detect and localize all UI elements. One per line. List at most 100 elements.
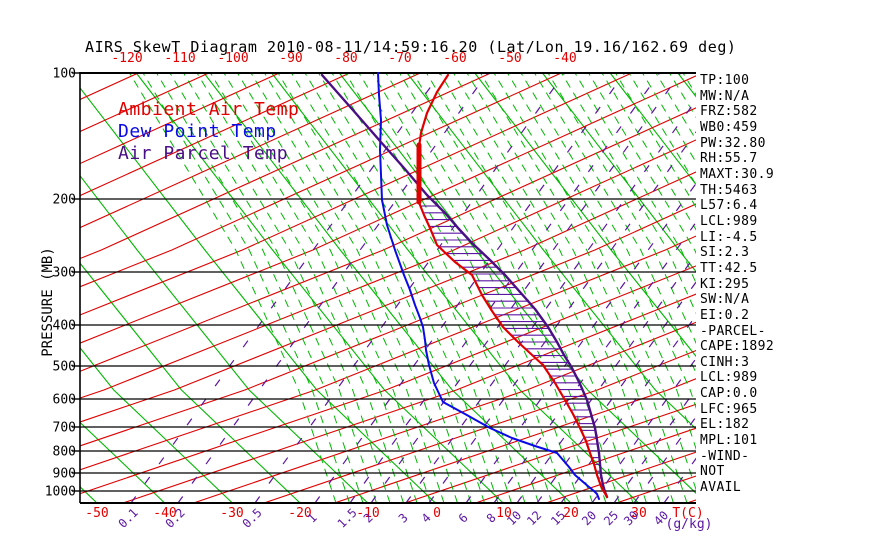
- moist-adiabat-gridline: [318, 72, 526, 503]
- stat-line: TP:100: [700, 73, 750, 88]
- stat-line: TT:42.5: [700, 260, 758, 276]
- stat-line: CAP:0.0: [700, 386, 758, 402]
- stat-line: CAPE:1892: [700, 339, 775, 355]
- moist-adiabat-gridline: [210, 72, 418, 503]
- moist-adiabat-gridline: [345, 72, 553, 503]
- stat-line: CINH:3: [700, 354, 750, 370]
- legend: Ambient Air Temp Dew Point Temp Air Parcel…: [118, 99, 299, 165]
- top-axis-tick-label: -100: [217, 51, 248, 66]
- bottom-temp-tick-label: -40: [153, 506, 176, 521]
- isotherm-gridline: [406, 72, 696, 430]
- moist-adiabat-gridline: [426, 72, 634, 503]
- moist-adiabat-gridline: [264, 72, 472, 503]
- stat-line: MAXT:30.9: [700, 166, 775, 182]
- mixing-ratio-gridline: [314, 72, 626, 503]
- mixing-ratio-tick-label: 25: [601, 508, 621, 528]
- moist-adiabat-gridline: [520, 72, 696, 410]
- adiabat-gridline: [80, 72, 562, 288]
- sounding-curves: [320, 72, 609, 500]
- pressure-tick-label: 1000: [45, 485, 76, 500]
- adiabat-gridline: [0, 73, 68, 503]
- adiabat-gridline: [80, 75, 696, 344]
- adiabat-gridline: [404, 403, 696, 503]
- stat-line: -PARCEL-: [700, 323, 766, 339]
- isotherm-gridline: [80, 174, 369, 503]
- stat-line: RH:55.7: [700, 151, 758, 167]
- stat-line: FRZ:582: [700, 104, 758, 120]
- mixing-ratio-tick-label: 20: [579, 508, 599, 528]
- top-axis-tick-label: -80: [334, 51, 357, 66]
- isotherm-gridline: [338, 72, 696, 494]
- stat-line: PW:32.80: [700, 135, 766, 151]
- adiabat-gridline: [80, 72, 491, 260]
- pressure-tick-label: 200: [53, 193, 76, 208]
- moist-adiabat-gridline: [304, 72, 512, 503]
- bottom-temp-tick-label: -20: [288, 506, 311, 521]
- ambient-temp-curve: [416, 73, 609, 499]
- bottom-temp-tick-label: 20: [563, 506, 579, 521]
- adiabat-gridline: [263, 349, 696, 503]
- legend-air-parcel-temp: Air Parcel Temp: [118, 143, 289, 164]
- stat-line: L57:6.4: [700, 198, 758, 214]
- moist-adiabat-gridline: [156, 72, 364, 503]
- adiabat-gridline: [80, 107, 696, 372]
- top-axis-tick-label: -50: [498, 51, 521, 66]
- mixing-ratio-tick-label: 4: [419, 511, 434, 526]
- legend-ambient-air-temp: Ambient Air Temp: [118, 99, 300, 120]
- isotherm-gridline: [474, 72, 696, 358]
- legend-dew-point-temp: Dew Point Temp: [118, 121, 277, 142]
- stat-line: KI:295: [700, 276, 750, 292]
- isotherm-gridline: [271, 72, 639, 503]
- moist-adiabat-gridline: [358, 72, 566, 503]
- pressure-tick-label: 800: [53, 445, 76, 460]
- moist-adiabat-gridline: [196, 72, 404, 503]
- stat-line: MW:N/A: [700, 88, 750, 104]
- top-axis-tick-label: -110: [164, 51, 195, 66]
- moist-adiabat-gridline: [331, 72, 539, 503]
- air-parcel-curve: [320, 73, 609, 499]
- stat-line: LFC:965: [700, 401, 758, 417]
- bottom-temp-tick-label: -10: [356, 506, 379, 521]
- bottom-temp-tick-label: 30: [631, 506, 647, 521]
- adiabat-gridline: [80, 171, 696, 423]
- isotherm-gridline: [80, 262, 301, 503]
- moist-adiabat-gridline: [169, 72, 377, 503]
- moist-adiabat-gridline: [237, 72, 445, 503]
- moist-adiabat-gridline: [453, 72, 661, 503]
- stat-line: LCL:989: [700, 213, 758, 229]
- stat-line: LI:-4.5: [700, 229, 758, 245]
- moist-adiabat-gridline: [372, 72, 580, 503]
- adiabat-gridline: [193, 321, 696, 503]
- cape-hatch-area: [421, 205, 601, 479]
- adiabat-gridline: [80, 139, 696, 399]
- moist-adiabat-gridline: [412, 72, 620, 503]
- stat-line: LCL:989: [700, 370, 758, 386]
- pressure-tick-label: 600: [53, 393, 76, 408]
- adiabat-gridline: [122, 293, 696, 503]
- stats-panel: TP:100 MW:N/A FRZ:582 WB0:459 PW:32.80 RH:55.…: [700, 73, 774, 496]
- stat-line: EI:0.2: [700, 307, 750, 323]
- isotherm-gridline: [135, 72, 504, 503]
- pressure-tick-label: 700: [53, 421, 76, 436]
- stat-line: TH:5463: [700, 182, 758, 198]
- pressure-tick-label: 500: [53, 360, 76, 375]
- isotherm-gridline: [80, 346, 233, 503]
- moist-adiabat-gridline: [129, 72, 337, 503]
- isotherm-gridline: [542, 72, 696, 273]
- stat-line: -WIND-: [700, 448, 750, 464]
- top-axis-tick-label: -40: [553, 51, 576, 66]
- isotherm-gridline: [0, 73, 29, 503]
- isotherm-gridline: [80, 421, 166, 503]
- adiabat-gridline: [80, 235, 696, 471]
- stat-line: SW:N/A: [700, 292, 750, 308]
- top-axis-tick-label: -120: [111, 51, 142, 66]
- stat-line: WB0:459: [700, 119, 758, 135]
- pressure-tick-label: 100: [53, 67, 76, 82]
- mixing-ratio-tick-label: 1: [305, 511, 320, 526]
- bottom-temp-tick-label: -30: [220, 506, 243, 521]
- mixing-ratio-tick-label: 0.1: [116, 506, 141, 531]
- adiabat-gridline: [80, 72, 280, 165]
- pressure-axis-title: PRESSURE (MB): [40, 247, 56, 357]
- adiabat-gridline: [80, 265, 696, 495]
